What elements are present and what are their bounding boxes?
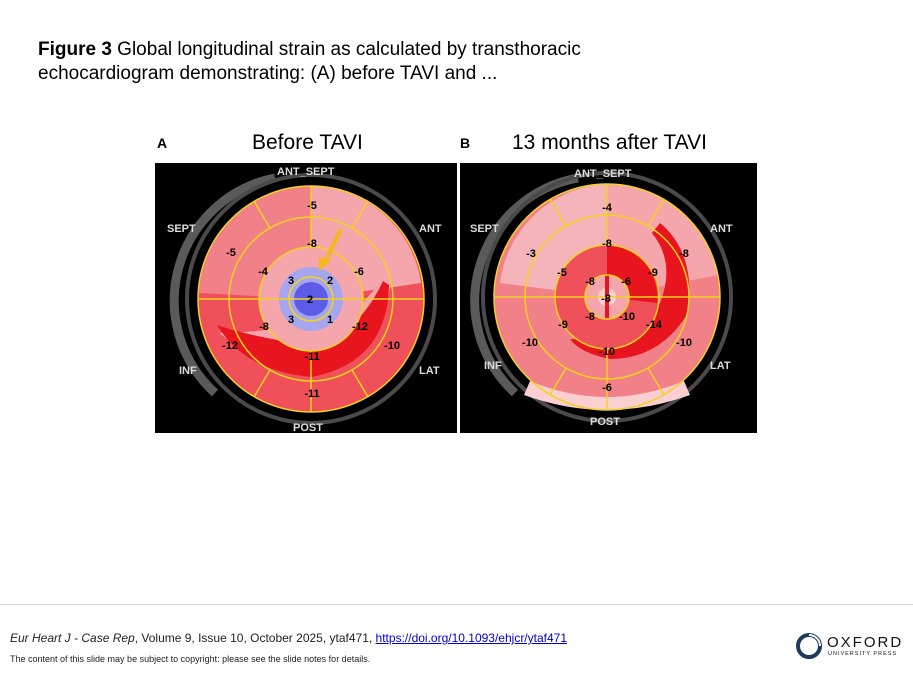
panel-a-title: Before TAVI <box>252 131 363 154</box>
oxford-subtitle: UNIVERSITY PRESS <box>828 651 898 657</box>
segment-value: -10 <box>522 337 538 349</box>
wall-label-lat: LAT <box>419 365 440 377</box>
wall-label-sept: SEPT <box>470 223 499 235</box>
segment-value: -10 <box>599 346 615 358</box>
segment-value: -5 <box>226 247 236 259</box>
segment-value: -8 <box>601 293 611 305</box>
footer-divider <box>0 604 913 605</box>
wall-label-post: POST <box>590 416 620 428</box>
wall-label-lat: LAT <box>710 360 731 372</box>
wall-label-ant: ANT <box>419 223 442 235</box>
wall-label-post: POST <box>293 422 323 433</box>
copyright-notice: The content of this slide may be subject… <box>10 654 371 664</box>
caption-text: Global longitudinal strain as calculated… <box>38 39 581 84</box>
segment-value: 2 <box>307 294 313 306</box>
segment-value: 3 <box>288 275 294 287</box>
yellow-arrow <box>323 228 343 264</box>
segment-value: -6 <box>602 382 612 394</box>
panel-a-bullseye: ANT_SEPT SEPT ANT INF LAT POST -5 -8 -5 … <box>155 163 457 433</box>
figure-caption: Figure 3 Global longitudinal strain as c… <box>38 38 678 86</box>
panel-a-letter: A <box>157 135 168 151</box>
segment-value: -12 <box>222 340 238 352</box>
panel-b-bullseye: ANT_SEPT SEPT ANT INF LAT POST -4 -8 -8 … <box>460 163 757 433</box>
segment-value: -8 <box>585 276 595 288</box>
citation: Eur Heart J - Case Rep, Volume 9, Issue … <box>10 631 567 645</box>
segment-value: -6 <box>621 276 631 288</box>
wall-label-sept: SEPT <box>167 223 196 235</box>
segment-value: 3 <box>288 314 294 326</box>
outer-ring-arc <box>169 173 276 397</box>
wall-label-ant-sept: ANT_SEPT <box>277 166 335 178</box>
segment-value: -9 <box>648 267 658 279</box>
segment-value: -4 <box>258 266 269 278</box>
segment-value: -8 <box>679 248 689 260</box>
segment-value: 2 <box>327 275 333 287</box>
segment-value: -9 <box>558 319 568 331</box>
segment-value: 1 <box>327 314 333 326</box>
doi-link[interactable]: https://doi.org/10.1093/ehjcr/ytaf471 <box>375 631 568 645</box>
oxford-wordmark: OXFORD <box>827 634 904 651</box>
segment-value: -6 <box>354 266 364 278</box>
citation-details: , Volume 9, Issue 10, October 2025, ytaf… <box>134 631 376 645</box>
panel-b-title: 13 months after TAVI <box>512 131 707 154</box>
figure-label: Figure 3 <box>38 39 112 60</box>
wall-label-inf: INF <box>484 360 502 372</box>
segment-value: -14 <box>646 319 663 331</box>
segment-value: -4 <box>602 202 613 214</box>
segment-value: -10 <box>384 340 400 352</box>
oxford-logo: OXFORD UNIVERSITY PRESS <box>795 632 905 662</box>
segment-value: -5 <box>307 200 317 212</box>
wall-label-inf: INF <box>179 365 197 377</box>
panel-b-letter: B <box>460 135 471 151</box>
segment-value: -12 <box>352 321 368 333</box>
segment-value: -3 <box>526 248 536 260</box>
segment-value: -8 <box>602 238 612 250</box>
oxford-crest-icon <box>796 633 822 659</box>
segment-value: -8 <box>585 311 595 323</box>
wall-label-ant: ANT <box>710 223 733 235</box>
segment-value: -5 <box>557 267 567 279</box>
segment-value: -11 <box>304 351 319 363</box>
segment-value: -10 <box>676 337 692 349</box>
segment-value: -10 <box>619 311 635 323</box>
segment-value: -8 <box>307 238 317 250</box>
segment-value: -8 <box>259 321 269 333</box>
segment-value: -11 <box>304 388 319 400</box>
journal-name: Eur Heart J - Case Rep <box>10 631 135 645</box>
wall-label-ant-sept: ANT_SEPT <box>574 168 632 180</box>
